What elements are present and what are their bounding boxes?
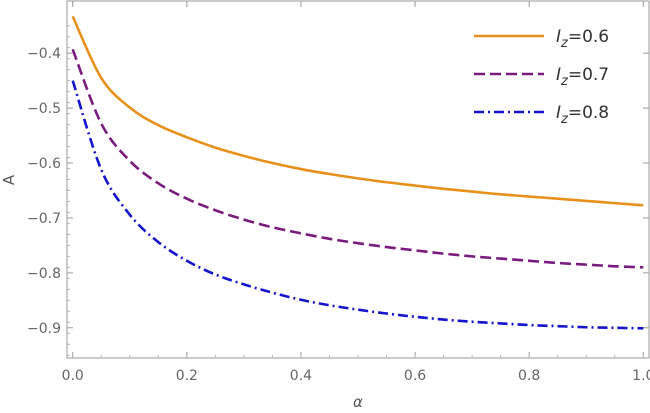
x-tick-label: 1.0 xyxy=(632,368,650,384)
x-tick-label: 0.4 xyxy=(290,368,312,384)
legend-value: =0.7 xyxy=(568,65,609,85)
y-tick-label: −0.8 xyxy=(27,266,61,282)
legend-value: =0.8 xyxy=(568,103,609,123)
x-axis-title: α xyxy=(353,393,363,411)
y-tick-label: −0.4 xyxy=(27,46,61,62)
legend: Iz=0.6Iz=0.7Iz=0.8 xyxy=(474,27,609,127)
y-tick-label: −0.6 xyxy=(27,156,61,172)
legend-label-3: Iz=0.8 xyxy=(556,103,609,127)
x-tick-label: 0.2 xyxy=(176,368,198,384)
legend-subscript: z xyxy=(560,112,569,127)
legend-subscript: z xyxy=(560,74,569,89)
series-line-3 xyxy=(71,80,644,330)
legend-symbol: I xyxy=(556,103,561,123)
y-axis-title: A xyxy=(0,174,18,185)
series-line-2 xyxy=(71,48,644,269)
y-tick-label: −0.7 xyxy=(27,211,61,227)
x-axis-ticks: 0.0 0.2 0.4 0.6 0.8 1.0 xyxy=(62,1,650,384)
series-line-1 xyxy=(71,15,644,207)
x-tick-label: 0.0 xyxy=(62,368,84,384)
y-tick-label: −0.9 xyxy=(27,321,61,337)
legend-subscript: z xyxy=(560,36,569,51)
y-tick-label: −0.5 xyxy=(27,101,61,117)
x-tick-label: 0.8 xyxy=(518,368,540,384)
legend-label-1: Iz=0.6 xyxy=(556,27,609,51)
legend-symbol: I xyxy=(556,65,561,85)
legend-label-2: Iz=0.7 xyxy=(556,65,609,89)
legend-value: =0.6 xyxy=(568,27,609,47)
legend-symbol: I xyxy=(556,27,561,47)
y-axis-ticks: −0.4 −0.5 −0.6 −0.7 −0.8 −0.9 xyxy=(27,25,649,356)
series-layer xyxy=(71,15,644,330)
x-tick-label: 0.6 xyxy=(404,368,426,384)
